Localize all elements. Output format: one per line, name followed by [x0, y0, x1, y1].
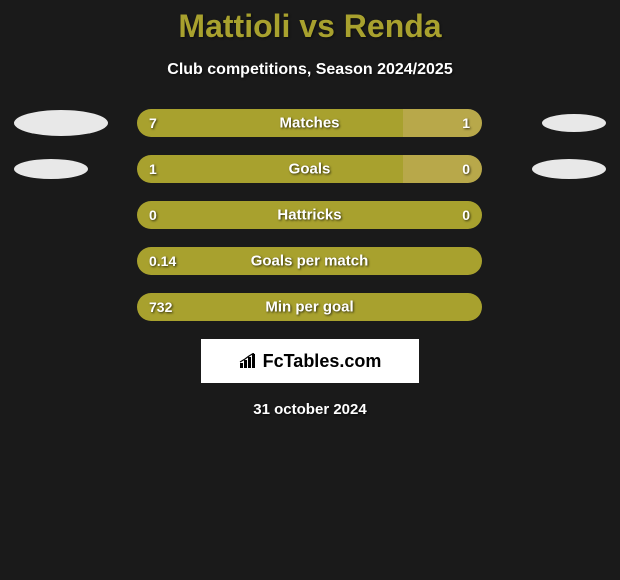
page-title: Mattioli vs Renda [0, 8, 620, 45]
bar-left-segment [137, 155, 403, 183]
stat-value-right: 1 [462, 115, 470, 131]
player-left-ellipse [14, 159, 88, 179]
player-left-ellipse [14, 110, 108, 136]
stat-value-left: 7 [149, 115, 157, 131]
stat-bar: 0 0 Hattricks [137, 201, 482, 229]
subtitle: Club competitions, Season 2024/2025 [0, 61, 620, 79]
stat-row: 732 Min per goal [0, 293, 620, 321]
stat-bar: 1 0 Goals [137, 155, 482, 183]
player-right-ellipse [532, 159, 606, 179]
stat-label: Min per goal [265, 299, 353, 316]
stat-label: Goals [289, 161, 331, 178]
stat-label: Matches [279, 115, 339, 132]
stat-row: 0 0 Hattricks [0, 201, 620, 229]
stat-value-right: 0 [462, 207, 470, 223]
stats-area: 7 1 Matches 1 0 Goals 0 0 Hattricks 0.14 Goals per… [0, 109, 620, 321]
stat-row: 7 1 Matches [0, 109, 620, 137]
stat-bar: 7 1 Matches [137, 109, 482, 137]
stat-row: 1 0 Goals [0, 155, 620, 183]
chart-icon [239, 353, 259, 369]
stat-bar: 732 Min per goal [137, 293, 482, 321]
comparison-container: Mattioli vs Renda Club competitions, Sea… [0, 0, 620, 418]
stat-value-left: 0.14 [149, 253, 176, 269]
stat-value-left: 1 [149, 161, 157, 177]
stat-value-left: 0 [149, 207, 157, 223]
bar-left-segment [137, 109, 403, 137]
stat-row: 0.14 Goals per match [0, 247, 620, 275]
logo-box: FcTables.com [201, 339, 419, 383]
logo-text: FcTables.com [239, 351, 382, 372]
date-text: 31 october 2024 [0, 401, 620, 418]
stat-bar: 0.14 Goals per match [137, 247, 482, 275]
stat-value-left: 732 [149, 299, 172, 315]
stat-label: Goals per match [251, 253, 369, 270]
stat-label: Hattricks [277, 207, 341, 224]
logo-label: FcTables.com [263, 351, 382, 372]
stat-value-right: 0 [462, 161, 470, 177]
player-right-ellipse [542, 114, 606, 132]
